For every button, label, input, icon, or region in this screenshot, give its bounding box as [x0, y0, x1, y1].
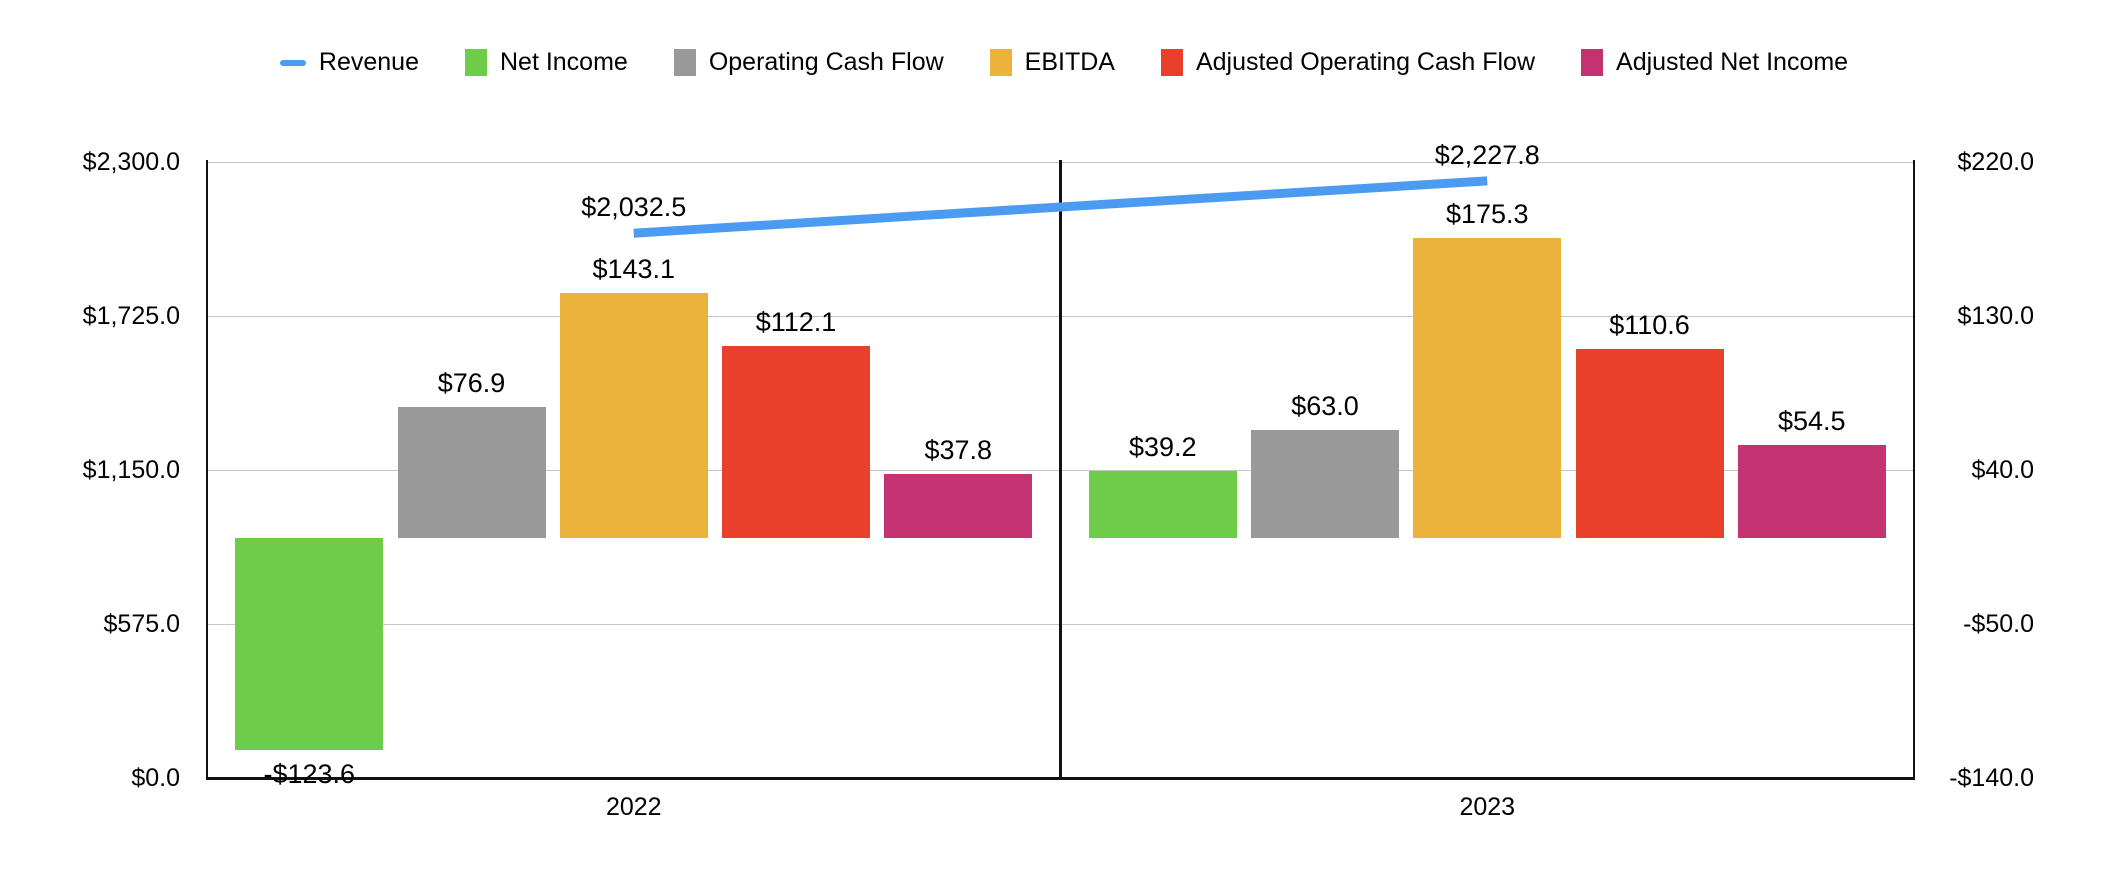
- bar-value-label-ebitda-2023: $175.3: [1445, 199, 1529, 230]
- bar-value-label-operating-cash-flow-2022: $76.9: [437, 367, 506, 398]
- legend-item-label: Revenue: [318, 48, 419, 76]
- bar-adjusted-net-income-2022: [884, 473, 1033, 539]
- bar-value-label-net-income-2022: -$123.6: [263, 758, 356, 789]
- legend-square-swatch-icon: [989, 49, 1012, 76]
- bar-net-income-2022: [235, 538, 384, 750]
- bar-value-label-operating-cash-flow-2023: $63.0: [1291, 391, 1359, 422]
- right-axis-tick-label: -$140.0: [1949, 764, 2034, 792]
- left-axis-tick-label: $575.0: [103, 609, 180, 638]
- legend-item-net-income: Net Income: [464, 48, 628, 77]
- legend-item-label: Adjusted Net Income: [1616, 48, 1849, 76]
- bar-net-income-2023: [1088, 471, 1237, 539]
- bar-value-label-adjusted-operating-cash-flow-2022: $112.1: [755, 307, 837, 338]
- y-axis-right-line: [1913, 159, 1915, 779]
- bar-value-label-adjusted-net-income-2022: $37.8: [924, 434, 993, 465]
- legend-item-label: EBITDA: [1024, 48, 1115, 76]
- legend-item-label: Operating Cash Flow: [708, 48, 944, 76]
- x-axis-category-label-2023: 2023: [1459, 793, 1516, 821]
- legend-item-operating-cash-flow: Operating Cash Flow: [673, 48, 944, 77]
- bar-value-label-ebitda-2022: $143.1: [592, 254, 676, 285]
- line-value-label-2023: $2,227.8: [1434, 139, 1540, 170]
- bar-ebitda-2022: [559, 293, 708, 539]
- left-axis-tick-label: $2,300.0: [82, 147, 180, 176]
- legend-item-revenue: Revenue: [279, 48, 419, 77]
- legend-item-label: Net Income: [499, 48, 628, 76]
- legend-line-swatch-icon: [279, 59, 306, 66]
- legend-item-label: Adjusted Operating Cash Flow: [1195, 48, 1536, 76]
- left-axis-tick-label: $1,725.0: [82, 301, 180, 330]
- legend-square-swatch-icon: [464, 49, 487, 76]
- legend-square-swatch-icon: [1581, 49, 1604, 76]
- left-axis-tick-label: $0.0: [131, 764, 180, 792]
- bar-operating-cash-flow-2023: [1251, 430, 1399, 539]
- bar-adjusted-operating-cash-flow-2022: [722, 346, 870, 539]
- legend-square-swatch-icon: [673, 49, 696, 76]
- legend-item-adjusted-net-income: Adjusted Net Income: [1581, 48, 1848, 77]
- legend-item-adjusted-operating-cash-flow: Adjusted Operating Cash Flow: [1160, 48, 1536, 77]
- right-axis-tick-label: $220.0: [1957, 147, 2034, 176]
- bar-operating-cash-flow-2022: [397, 406, 546, 539]
- revenue-line: [633, 176, 1488, 238]
- left-axis-tick-label: $1,150.0: [82, 455, 180, 484]
- y-axis-left-line: [206, 159, 208, 779]
- legend-item-ebitda: EBITDA: [989, 48, 1115, 77]
- bar-value-label-net-income-2023: $39.2: [1128, 432, 1197, 463]
- line-value-label-2022: $2,032.5: [581, 192, 687, 223]
- bar-adjusted-net-income-2023: [1737, 444, 1886, 539]
- bar-value-label-adjusted-net-income-2023: $54.5: [1777, 405, 1846, 436]
- bar-adjusted-operating-cash-flow-2023: [1575, 348, 1724, 539]
- x-axis-category-label-2022: 2022: [605, 793, 662, 821]
- chart-legend: Revenue Net Income Operating Cash Flow EBIT…: [0, 48, 2128, 77]
- right-axis-tick-label: -$50.0: [1963, 609, 2034, 638]
- category-divider-line: [1059, 159, 1062, 779]
- bar-ebitda-2023: [1413, 238, 1562, 539]
- legend-square-swatch-icon: [1160, 49, 1183, 76]
- bar-value-label-adjusted-operating-cash-flow-2023: $110.6: [1609, 309, 1690, 340]
- right-axis-tick-label: $130.0: [1957, 301, 2034, 330]
- right-axis-tick-label: $40.0: [1971, 455, 2034, 484]
